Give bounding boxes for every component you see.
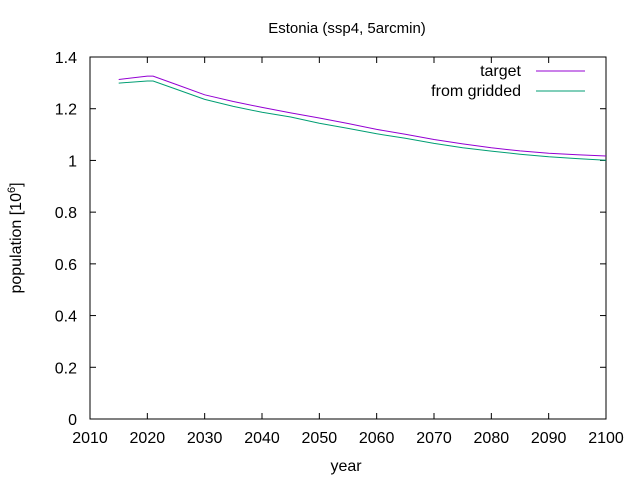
x-tick-label: 2070: [416, 430, 452, 447]
y-axis: 0 0.2 0.4 0.6 0.8 1 1.2 1.4: [55, 50, 606, 429]
x-tick-label: 2030: [187, 430, 223, 447]
x-axis-label: year: [330, 458, 362, 475]
series-line-from-gridded: [118, 80, 607, 161]
x-tick-label: 2060: [359, 430, 395, 447]
legend: target from gridded: [431, 63, 585, 100]
legend-label: from gridded: [431, 83, 521, 100]
x-tick-label: 2080: [474, 430, 510, 447]
x-tick-label: 2050: [302, 430, 338, 447]
y-tick-label: 1: [68, 153, 77, 170]
y-axis-label-exponent: 6: [6, 187, 18, 193]
chart-title: Estonia (ssp4, 5arcmin): [268, 20, 426, 37]
legend-label: target: [480, 63, 521, 80]
y-axis-label: population [106]: [6, 182, 25, 293]
x-tick-label: 2010: [72, 430, 108, 447]
y-tick-label: 0.4: [55, 309, 77, 326]
plot-frame: [89, 56, 607, 420]
x-tick-label: 2040: [244, 430, 280, 447]
series-layer: [118, 75, 607, 161]
y-axis-label-close: ]: [8, 182, 25, 186]
y-tick-label: 0.6: [55, 257, 77, 274]
y-tick-label: 1.2: [55, 102, 77, 119]
y-tick-label: 0.2: [55, 360, 77, 377]
x-tick-label: 2020: [130, 430, 166, 447]
y-tick-label: 0.8: [55, 205, 77, 222]
x-tick-label: 2090: [531, 430, 567, 447]
series-line-target: [118, 75, 607, 157]
x-tick-label: 2100: [588, 430, 624, 447]
y-tick-label: 1.4: [55, 50, 77, 67]
y-axis-label-base: population [10: [8, 193, 25, 294]
x-axis: 2010 2020 2030 2040 2050 2060 2070 2080 2090 2100: [72, 57, 624, 447]
y-tick-label: 0: [68, 412, 77, 429]
